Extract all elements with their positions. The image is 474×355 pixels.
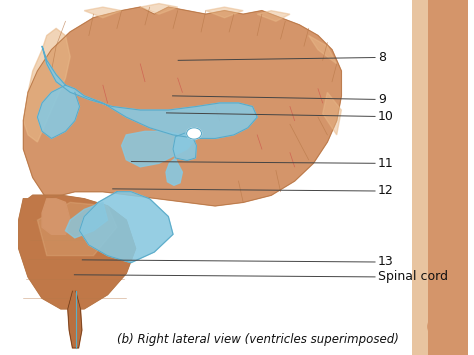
Polygon shape bbox=[173, 133, 196, 160]
Polygon shape bbox=[309, 36, 337, 64]
Polygon shape bbox=[23, 7, 341, 206]
Polygon shape bbox=[37, 85, 80, 138]
Bar bbox=[411, 0, 428, 355]
Polygon shape bbox=[323, 92, 341, 135]
Text: 9: 9 bbox=[378, 93, 386, 106]
Text: Spinal cord: Spinal cord bbox=[378, 271, 448, 283]
Text: 13: 13 bbox=[378, 256, 393, 268]
Polygon shape bbox=[37, 202, 117, 256]
Polygon shape bbox=[65, 202, 108, 238]
Text: 8: 8 bbox=[378, 51, 386, 64]
Polygon shape bbox=[257, 11, 290, 21]
Text: 11: 11 bbox=[378, 157, 393, 170]
Polygon shape bbox=[84, 7, 122, 18]
Polygon shape bbox=[80, 192, 173, 263]
Polygon shape bbox=[68, 291, 82, 348]
Text: 12: 12 bbox=[378, 185, 393, 197]
Polygon shape bbox=[18, 195, 136, 309]
Polygon shape bbox=[42, 199, 70, 234]
Polygon shape bbox=[140, 4, 178, 14]
Polygon shape bbox=[122, 131, 196, 167]
Bar bbox=[428, 0, 468, 355]
Text: (b) Right lateral view (ventricles superimposed): (b) Right lateral view (ventricles super… bbox=[117, 333, 399, 346]
Polygon shape bbox=[42, 46, 257, 138]
Polygon shape bbox=[206, 7, 243, 18]
Polygon shape bbox=[166, 158, 182, 185]
Text: 10: 10 bbox=[378, 110, 394, 123]
Circle shape bbox=[428, 312, 465, 341]
Circle shape bbox=[187, 128, 201, 139]
Polygon shape bbox=[23, 28, 70, 142]
